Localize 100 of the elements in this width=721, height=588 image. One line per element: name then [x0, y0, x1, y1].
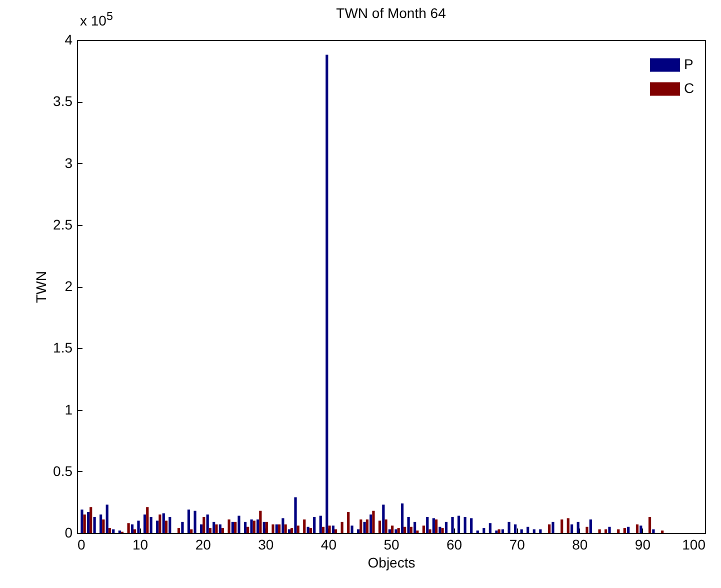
bar [256, 519, 260, 533]
bar [252, 520, 256, 533]
bar [250, 519, 253, 533]
bar [400, 503, 404, 533]
bar [218, 524, 222, 533]
bar [202, 516, 206, 533]
bar [231, 522, 234, 533]
bar [414, 522, 416, 533]
bar [586, 526, 588, 533]
bar [526, 526, 530, 533]
bar [482, 528, 486, 533]
bar [532, 529, 536, 533]
bar [560, 519, 564, 533]
bar [334, 529, 338, 533]
bar [370, 514, 372, 533]
bar [238, 516, 240, 533]
bar [275, 524, 278, 533]
bar [93, 516, 96, 533]
bar [432, 518, 435, 533]
bar [498, 529, 500, 533]
y-tick-label: 1 [64, 401, 73, 418]
bar [520, 529, 523, 533]
bar [162, 513, 165, 533]
y-tick-label: 3.5 [53, 93, 73, 110]
bar [598, 529, 601, 533]
bar [127, 523, 130, 533]
bar [102, 519, 105, 533]
bar [576, 522, 580, 533]
bar [552, 522, 554, 533]
bar [262, 522, 266, 533]
y-axis-title: TWN [33, 271, 50, 303]
bar [246, 526, 250, 533]
bar [90, 507, 92, 533]
bar [194, 510, 196, 533]
bar [212, 522, 216, 533]
bar [441, 528, 444, 533]
bar [636, 524, 639, 533]
bar [272, 524, 274, 533]
y-tick-label: 0 [64, 524, 73, 540]
bar [350, 526, 354, 533]
bar [290, 528, 294, 533]
bar [640, 526, 642, 533]
bar [604, 529, 608, 533]
bar [652, 529, 655, 533]
y-tick-label: 0.5 [53, 462, 73, 479]
bar [83, 514, 86, 533]
bar [215, 524, 218, 533]
bar [391, 526, 394, 533]
bar [278, 524, 281, 533]
legend-label: P [684, 56, 694, 72]
bar [181, 522, 184, 533]
x-tick-label: 10 [132, 536, 148, 552]
bar [438, 526, 442, 533]
bar [326, 54, 328, 533]
bar [306, 526, 310, 533]
bar [539, 529, 542, 533]
bar [100, 514, 102, 533]
x-tick-label: 80 [572, 536, 588, 552]
bar [388, 529, 391, 533]
x-tick-label: 60 [446, 536, 462, 552]
bar [190, 529, 193, 533]
bar [244, 522, 247, 533]
bar [206, 514, 209, 533]
bar [328, 526, 331, 533]
y-tick-label: 1.5 [53, 340, 73, 356]
bar [187, 510, 190, 533]
bar [108, 528, 111, 533]
y-tick-label: 3 [64, 154, 73, 171]
x-tick-label: 90 [634, 536, 651, 552]
bar [617, 529, 620, 533]
bar [106, 504, 108, 533]
x-tick-label: 50 [384, 536, 400, 552]
x-tick-label: 30 [258, 536, 274, 552]
bar [234, 522, 237, 533]
bar [265, 522, 268, 533]
chart-title: TWN of Month 64 [336, 5, 446, 21]
bar [426, 516, 429, 533]
bar [444, 522, 448, 533]
bar [208, 528, 212, 533]
bar [137, 520, 140, 533]
bar [340, 522, 344, 533]
bar [372, 510, 375, 533]
bar [570, 524, 574, 533]
y-tick-label: 2.5 [53, 216, 73, 232]
bar [284, 524, 287, 533]
bar [112, 529, 115, 533]
bar [294, 497, 297, 533]
bar [434, 519, 438, 533]
x-tick-label: 70 [509, 536, 526, 552]
x-tick-label: 20 [195, 536, 212, 552]
bar [378, 520, 382, 533]
bar [130, 524, 134, 533]
text: x 10$^{5}$ [80, 10, 113, 29]
bar [282, 518, 284, 533]
bar [168, 516, 172, 533]
bar [566, 518, 570, 533]
bar [164, 520, 168, 533]
bar [407, 516, 410, 533]
bar [470, 518, 473, 533]
bar [259, 510, 262, 533]
